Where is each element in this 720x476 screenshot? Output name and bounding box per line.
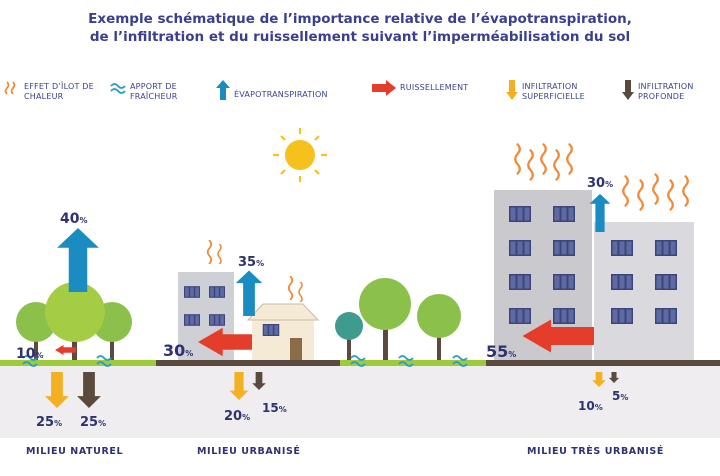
title-line-1: Exemple schématique de l’importance rela… <box>88 11 632 27</box>
down-arrow-icon <box>506 80 518 100</box>
title-line-2: de l’infiltration et du ruissellement su… <box>89 29 631 45</box>
tree-icon <box>359 278 411 360</box>
deep-infiltration-arrow-urban <box>252 372 266 390</box>
legend-runoff: RUISSELLEMENT <box>372 80 468 96</box>
runoff-arrow-natural <box>55 345 76 355</box>
zone-label-natural: MILIEU NATUREL <box>26 446 124 457</box>
shallow-infiltration-arrow-urban <box>229 372 249 400</box>
pct-evapotranspiration-urban: 35% <box>238 255 264 270</box>
tall-building-icon <box>594 222 694 360</box>
heat-wave-icon <box>565 143 574 175</box>
heat-wave-icon <box>666 179 675 211</box>
heat-wave-icon <box>513 143 522 175</box>
pct-deep-infiltration-dense: 5% <box>612 389 628 403</box>
sun-icon <box>273 128 327 182</box>
heat-wave-icon <box>4 81 16 95</box>
zone-label-dense-urban: MILIEU TRÈS URBANISÉ <box>527 446 664 457</box>
evapotranspiration-arrow-natural <box>57 228 99 292</box>
legend-evapotranspiration-label: ÉVAPOTRANSPIRATION <box>234 90 328 99</box>
tree-icon <box>335 312 363 360</box>
heat-wave-icon <box>651 173 660 205</box>
pct-evapotranspiration-dense: 30% <box>587 176 613 191</box>
deep-infiltration-arrow-dense <box>608 372 620 383</box>
deep-infiltration-arrow-natural <box>77 372 101 408</box>
heat-wave-icon <box>206 240 213 264</box>
cool-wave-icon <box>110 83 126 94</box>
zone-label-urban: MILIEU URBANISÉ <box>197 446 301 457</box>
runoff-arrow-dense <box>522 319 594 353</box>
heat-wave-icon <box>552 149 561 181</box>
down-arrow-dark-icon <box>622 80 634 100</box>
heat-wave-icon <box>681 175 690 207</box>
runoff-arrow-urban <box>198 327 252 357</box>
heat-wave-icon <box>621 175 630 207</box>
shallow-infiltration-arrow-dense <box>592 372 606 387</box>
heat-wave-icon <box>636 179 645 211</box>
natural-zone-illustration <box>16 282 132 360</box>
pct-shallow-infiltration-urban: 20% <box>224 409 250 424</box>
legend-heat-island: EFFET D’ÎLOT DE CHALEUR <box>4 80 94 101</box>
house-icon <box>246 303 320 360</box>
legend-deep-infiltration-label: INFILTRATION PROFONDE <box>638 82 694 101</box>
heat-wave-icon <box>539 143 548 175</box>
tree-icon <box>417 294 461 360</box>
pct-runoff-natural: 10% <box>16 346 44 362</box>
percent-labels: 40% 10% 25% 25% 35% 30% 20% 15% 30% 55% … <box>16 176 628 430</box>
pct-evapotranspiration-natural: 40% <box>60 211 88 227</box>
legend-heat-island-label: EFFET D’ÎLOT DE CHALEUR <box>24 82 94 101</box>
pct-shallow-infiltration-dense: 10% <box>578 399 603 413</box>
diagram-title: Exemple schématique de l’importance rela… <box>40 10 680 46</box>
legend-coolness: APPORT DE FRAÎCHEUR <box>110 80 200 101</box>
heat-wave-icon <box>287 276 294 300</box>
up-arrow-icon <box>216 80 230 100</box>
legend-coolness-label: APPORT DE FRAÎCHEUR <box>130 82 178 101</box>
evapotranspiration-arrow-urban <box>235 270 263 316</box>
pct-shallow-infiltration-natural: 25% <box>36 415 62 430</box>
pct-deep-infiltration-urban: 15% <box>262 401 287 415</box>
heat-wave-icon <box>526 149 535 181</box>
heat-wave-icon <box>217 244 222 264</box>
legend-shallow-infiltration-label: INFILTRATION SUPERFICIELLE <box>522 82 585 101</box>
left-arrow-icon <box>372 80 396 96</box>
legend-shallow-infiltration: INFILTRATION SUPERFICIELLE <box>506 80 604 101</box>
middle-trees-illustration <box>335 278 461 360</box>
legend-runoff-label: RUISSELLEMENT <box>400 83 469 92</box>
shallow-infiltration-arrow-natural <box>45 372 69 408</box>
pct-deep-infiltration-natural: 25% <box>80 415 106 430</box>
ground-line <box>0 360 720 366</box>
flow-arrows <box>45 193 620 408</box>
pct-runoff-dense: 55% <box>486 342 516 361</box>
legend-deep-infiltration: INFILTRATION PROFONDE <box>622 80 708 101</box>
evapotranspiration-arrow-dense <box>589 193 611 232</box>
legend-evapotranspiration: ÉVAPOTRANSPIRATION <box>216 80 328 100</box>
heat-wave-icon <box>298 282 303 302</box>
tree-icon <box>45 282 105 360</box>
pct-runoff-urban: 30% <box>163 341 193 360</box>
